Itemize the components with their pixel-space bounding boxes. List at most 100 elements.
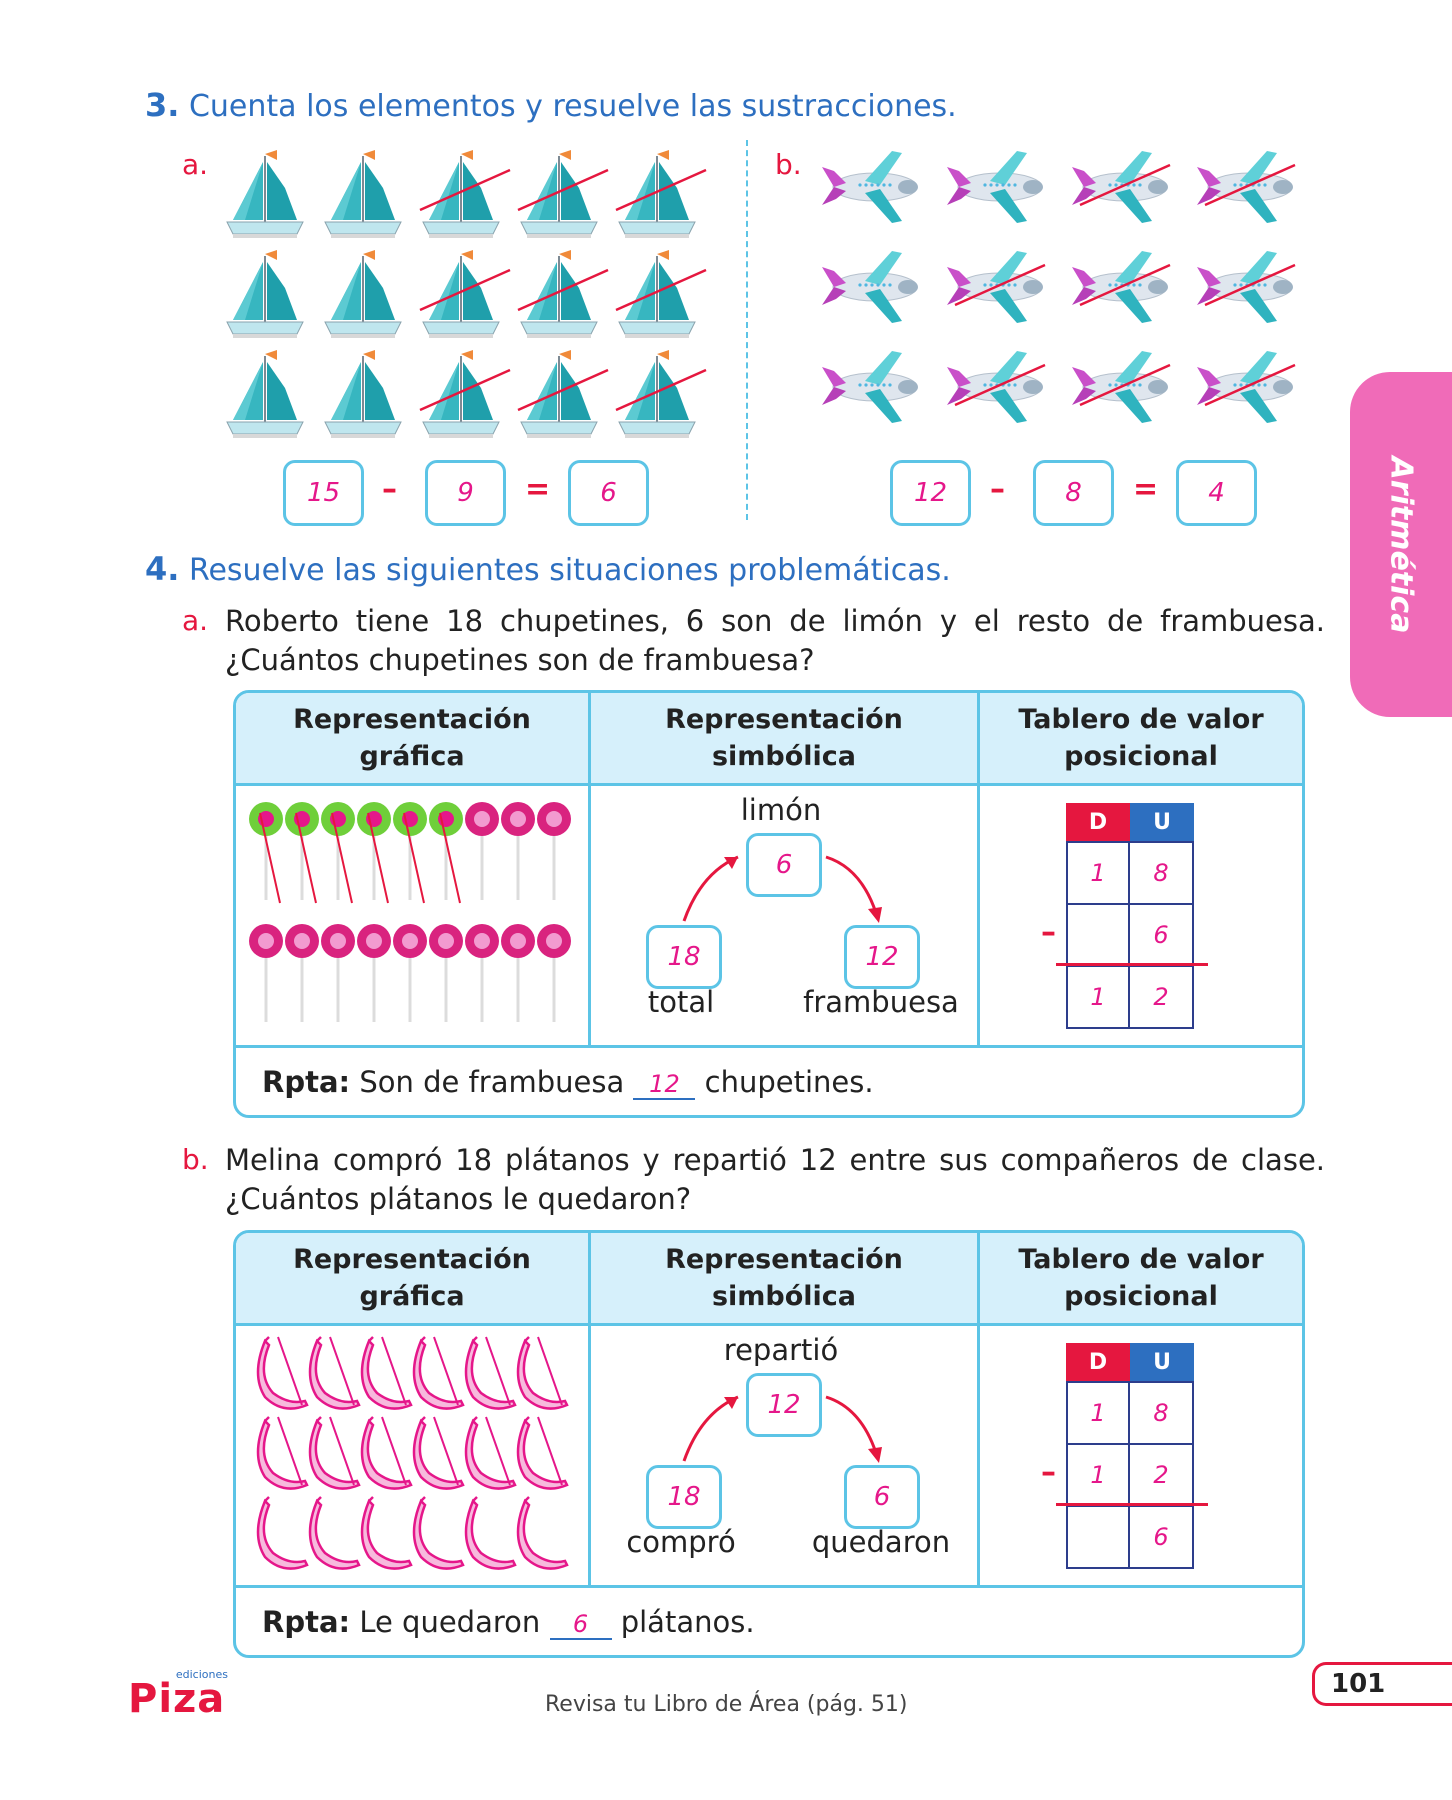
ex4b-rpta-answer[interactable]: 6: [549, 1610, 612, 1640]
ex4b-header-tablero: Tablero de valor posicional: [980, 1233, 1302, 1323]
lollipop-strikes: [259, 812, 461, 904]
ex4a-rpta-before: Son de frambuesa: [359, 1065, 625, 1099]
ex4a-arrows: [682, 855, 882, 923]
ex3-number: 3.: [145, 86, 180, 124]
ex4a-rpta-label: Rpta:: [262, 1065, 351, 1099]
ex3b-subtrahend-box[interactable]: 8: [1033, 460, 1114, 526]
ex4a-header-tablero: Tablero de valor posicional: [980, 693, 1302, 783]
ex4a-rpta-answer[interactable]: 12: [633, 1070, 696, 1100]
boat-row-1: [226, 149, 696, 239]
ex3a-minus-sign: –: [382, 472, 397, 507]
ex4b-header-grafica: Representación gráfica: [236, 1233, 588, 1323]
ex4-number: 4.: [145, 550, 180, 588]
ex4b-right-label: quedaron: [811, 1525, 951, 1559]
ex3b-equals-sign: =: [1133, 472, 1159, 507]
ex4a-pv-minus: –: [1041, 915, 1056, 950]
ex3a-equals-sign: =: [525, 472, 551, 507]
ex4b-arrows: [682, 1395, 882, 1463]
ex4b-pv-u-header: U: [1130, 1343, 1194, 1381]
footer-reference: Revisa tu Libro de Área (pág. 51): [545, 1692, 908, 1717]
ex4b-pv-r2-u[interactable]: 2: [1128, 1443, 1194, 1507]
planes-grid: [821, 150, 1296, 424]
ex4a-problem-line1: Roberto tiene 18 chupetines, 6 son de li…: [225, 604, 1325, 638]
ex4a-pv-r1-u[interactable]: 8: [1128, 841, 1194, 905]
ex4a-header-simbolica: Representación simbólica: [591, 693, 977, 783]
ex4b-rpta-after: plátanos.: [620, 1605, 755, 1639]
publisher-logo: ediciones Piza: [128, 1668, 228, 1722]
plane-row-2: [821, 250, 1294, 324]
boat-strikes: [419, 168, 707, 412]
ex4b-left-label: compró: [626, 1525, 736, 1559]
ex3a-minuend-box[interactable]: 15: [283, 460, 364, 526]
ex4b-top-box[interactable]: 12: [746, 1373, 822, 1437]
ex4b-letter: b.: [182, 1143, 209, 1176]
banana-strikes: [277, 1336, 563, 1486]
side-tab-label: Aritmética: [1383, 456, 1419, 633]
ex3b-minuend-box[interactable]: 12: [890, 460, 971, 526]
ex4a-right-box[interactable]: 12: [844, 925, 920, 989]
ex4b-problem-line1: Melina compró 18 plátanos y repartió 12 …: [225, 1143, 1325, 1177]
publisher-name: Piza: [128, 1676, 226, 1722]
ex4a-pv-result-line: [1056, 963, 1208, 966]
ex4b-header-simbolica: Representación simbólica: [591, 1233, 977, 1323]
ex4a-letter: a.: [182, 604, 209, 637]
ex4a-left-label: total: [647, 985, 715, 1019]
ex4-instruction: Resuelve las siguientes situaciones prob…: [188, 553, 951, 588]
plane-row-3: [821, 350, 1294, 424]
ex4b-pv-r3-u[interactable]: 6: [1128, 1505, 1194, 1569]
ex4b-pv-r1-u[interactable]: 8: [1128, 1381, 1194, 1445]
ex3a-subtrahend-box[interactable]: 9: [425, 460, 506, 526]
ex4a-header-grafica: Representación gráfica: [236, 693, 588, 783]
ex3-instruction: Cuenta los elementos y resuelve las sust…: [188, 89, 957, 124]
ex4a-pv-r1-d[interactable]: 1: [1066, 841, 1130, 905]
ex4b-pv-r2-d[interactable]: 1: [1066, 1443, 1130, 1507]
page-number: 101: [1312, 1662, 1452, 1706]
plane-strikes: [954, 163, 1296, 407]
ex4-heading: 4. Resuelve las siguientes situaciones p…: [145, 550, 951, 588]
ex4a-right-label: frambuesa: [803, 985, 959, 1019]
ex4a-rpta: Rpta: Son de frambuesa 12 chupetines.: [262, 1065, 874, 1100]
ex4b-pv-minus: –: [1041, 1455, 1056, 1490]
ex4a-left-box[interactable]: 18: [646, 925, 722, 989]
boat-row-3: [226, 349, 696, 439]
ex3b-letter: b.: [775, 148, 802, 181]
ex4a-pv-u-header: U: [1130, 803, 1194, 841]
ex4b-left-box[interactable]: 18: [646, 1465, 722, 1529]
plane-row-1: [821, 150, 1294, 224]
ex3a-result-box[interactable]: 6: [568, 460, 649, 526]
publisher-small-text: ediciones: [175, 1668, 228, 1681]
ex4a-pv-d-header: D: [1066, 803, 1130, 841]
banana-row-3: [256, 1495, 569, 1570]
ex4b-pv-result-line: [1056, 1503, 1208, 1506]
lollipops-graphic: [249, 802, 571, 1022]
ex4a-table: Representación gráfica Representación si…: [233, 690, 1305, 1118]
ex3b-result-box[interactable]: 4: [1176, 460, 1257, 526]
boats-grid: [226, 149, 707, 439]
ex4b-top-label: repartió: [723, 1333, 839, 1367]
column-separator: [746, 140, 748, 520]
ex4b-table: Representación gráfica Representación si…: [233, 1230, 1305, 1658]
ex4b-right-box[interactable]: 6: [844, 1465, 920, 1529]
ex4b-pv-r3-d[interactable]: [1066, 1505, 1130, 1569]
ex4b-pv-d-header: D: [1066, 1343, 1130, 1381]
ex4b-pv-r1-d[interactable]: 1: [1066, 1381, 1130, 1445]
banana-row-2: [256, 1415, 569, 1490]
ex4a-problem-line2: ¿Cuántos chupetines son de frambuesa?: [225, 643, 815, 677]
ex3b-minus-sign: –: [990, 472, 1005, 507]
ex4a-pv-r3-d[interactable]: 1: [1066, 965, 1130, 1029]
ex4b-rpta-before: Le quedaron: [359, 1605, 541, 1639]
side-tab-aritmetica: Aritmética: [1350, 372, 1452, 717]
banana-row-1: [256, 1335, 569, 1410]
lollipop-row-pink: [249, 924, 571, 1022]
ex3a-letter: a.: [182, 148, 209, 181]
ex4b-rpta: Rpta: Le quedaron 6 plátanos.: [262, 1605, 755, 1640]
ex4b-rpta-label: Rpta:: [262, 1605, 351, 1639]
ex3-heading: 3. Cuenta los elementos y resuelve las s…: [145, 86, 957, 124]
ex4a-pv-r2-u[interactable]: 6: [1128, 903, 1194, 967]
ex4a-pv-r3-u[interactable]: 2: [1128, 965, 1194, 1029]
ex4a-pv-r2-d[interactable]: [1066, 903, 1130, 967]
bananas-graphic: [256, 1335, 569, 1570]
boat-row-2: [226, 249, 696, 339]
ex4a-top-box[interactable]: 6: [746, 833, 822, 897]
ex4a-top-label: limón: [740, 793, 822, 827]
